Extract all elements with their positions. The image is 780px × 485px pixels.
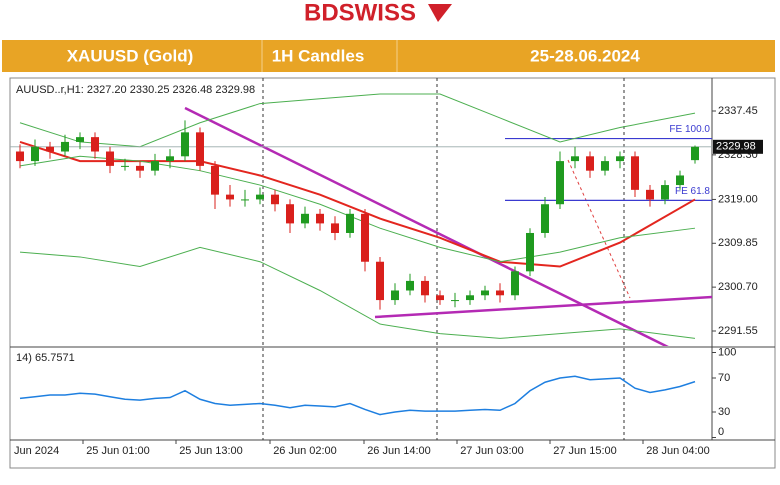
x-tick-label: 27 Jun 15:00 [553,445,617,457]
price-box [713,139,763,154]
x-tick-label: 25 Jun 01:00 [86,445,150,457]
rsi-tick-label: 30 [718,406,730,418]
candle-body [526,232,534,272]
level-label: FE 61.8 [675,186,710,197]
x-tick-label: 26 Jun 14:00 [367,445,431,457]
candle-body [136,165,144,171]
x-tick-label: 27 Jun 03:00 [460,445,524,457]
candle-body [691,146,699,161]
candle-body [676,175,684,186]
candle-body [151,161,159,171]
candle-body [421,280,429,296]
candle-body [571,156,579,162]
candle-body [511,271,519,296]
overlay-line [19,93,696,148]
x-tick-label: Jun 2024 [14,445,59,457]
rsi-tick-label: 100 [718,346,736,358]
candle-body [61,141,69,152]
candle-body [16,151,24,162]
y-tick-label: 2309.85 [718,237,758,249]
candle-body [346,213,354,233]
candle-body [361,213,369,262]
brand: BDSWISS [304,0,416,26]
candle-body [466,295,474,301]
overlay-line [19,246,696,339]
candle-body [586,156,594,171]
candle-body [196,132,204,166]
x-tick-label: 28 Jun 04:00 [646,445,710,457]
candle-body [646,189,654,200]
projection [567,159,631,299]
period: 25-28.06.2024 [530,46,640,65]
trend-line [184,106,669,346]
candle-body [616,156,624,162]
info-label: AUUSD..r,H1: 2327.20 2330.25 2326.48 232… [16,84,255,96]
candle-body [331,223,339,233]
x-tick-label: 25 Jun 13:00 [179,445,243,457]
candle-body [286,204,294,224]
candle-body [496,290,504,296]
overlay-line [19,140,696,268]
y-tick-label: 2319.00 [718,193,758,205]
rsi-tick-label: 70 [718,372,730,384]
candle-body [76,137,84,142]
candle-body [91,137,99,152]
timeframe: 1H Candles [272,46,365,65]
separators [262,78,625,440]
x-tick-label: 26 Jun 02:00 [273,445,337,457]
candle-body [226,194,234,200]
candle-body [541,204,549,233]
candle-body [436,295,444,301]
candle-body [46,146,54,152]
candle-body [601,161,609,171]
candle-body [31,146,39,162]
candle-body [181,132,189,157]
logo-mark [428,4,452,22]
candle-body [271,194,279,205]
price-label: 2329.98 [716,141,756,153]
y-tick-label: 2291.55 [718,325,758,337]
support-line [374,295,712,319]
candle-body [556,161,564,205]
candle-body [376,261,384,301]
candle-body [406,280,414,291]
candle-body [166,156,174,162]
candle-body [661,185,669,200]
candle-body [301,213,309,224]
candle-body [481,290,489,296]
candle-body [256,194,264,200]
candle-body [451,300,459,302]
candle-body [391,290,399,301]
price-panel: FE 100.0 FE 61.8 [10,93,712,346]
candle-body [631,156,639,190]
candle-body [316,213,324,224]
y-tick-label: 2300.70 [718,281,758,293]
candle-body [121,165,129,167]
chart-frame [9,77,776,469]
level-label: FE 100.0 [669,124,710,135]
rsi-label: 14) 65.7571 [16,352,75,364]
y-tick-label: 2337.45 [718,105,758,117]
candle-body [241,199,249,201]
candle-body [211,165,219,195]
candle-body [106,151,114,166]
header-bar [2,40,775,72]
symbol: XAUUSD (Gold) [67,46,194,65]
rsi-tick-label: 0 [718,426,724,438]
rsi-panel [19,375,696,416]
rsi-line [19,375,696,416]
